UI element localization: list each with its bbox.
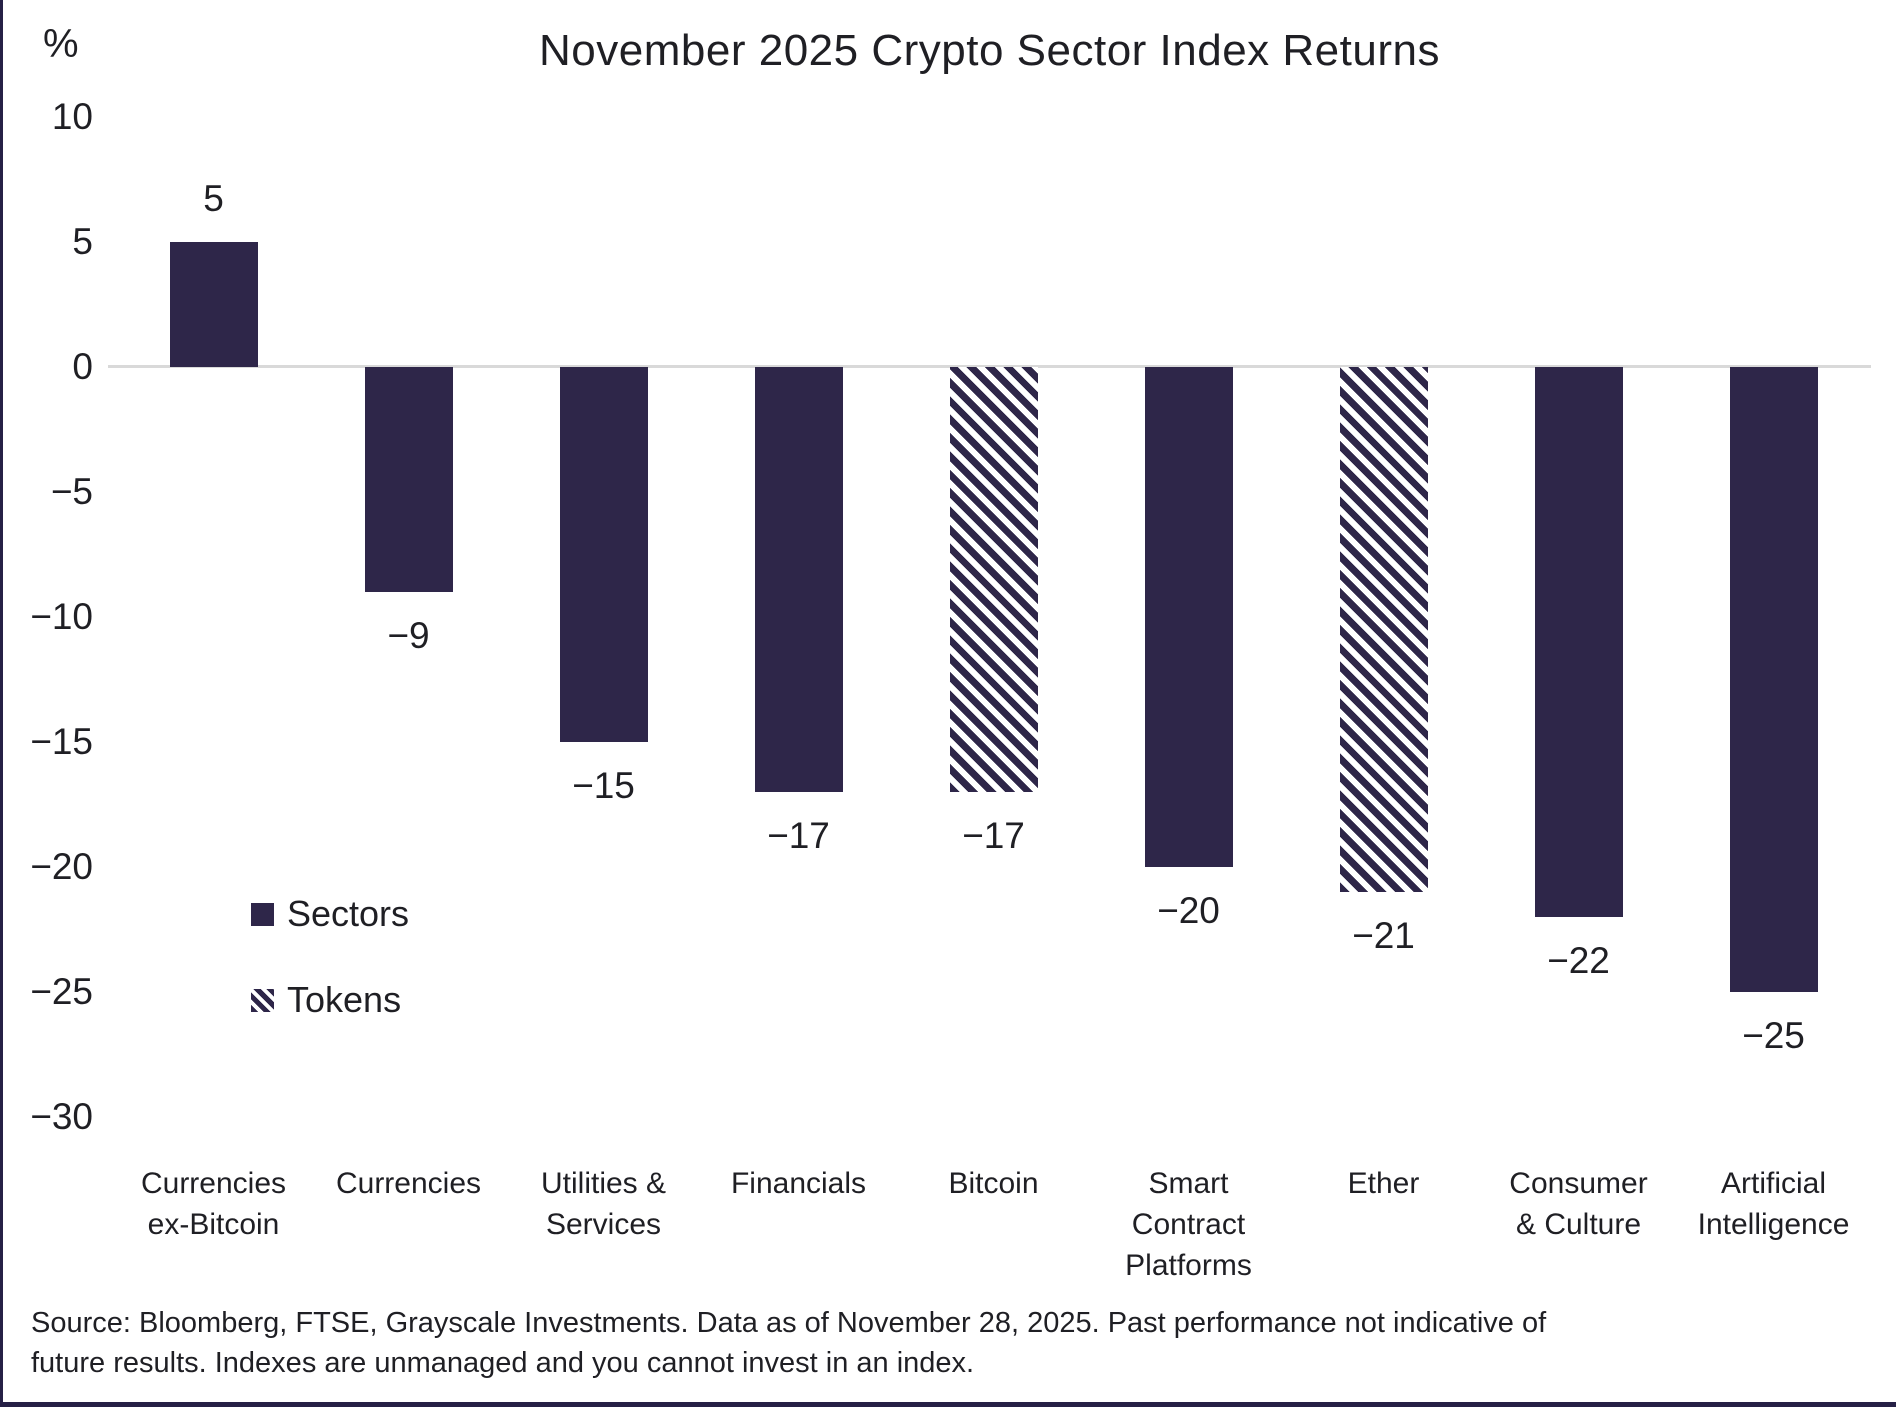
bar-token bbox=[1339, 367, 1428, 892]
bar-sector bbox=[1729, 367, 1818, 992]
y-tick-label: 5 bbox=[72, 221, 93, 262]
bar-sector bbox=[1534, 367, 1623, 917]
category-label: Smart Contract Platforms bbox=[1125, 1167, 1252, 1282]
bar-value-label: −21 bbox=[1352, 915, 1415, 956]
bar-value-label: −17 bbox=[767, 815, 830, 856]
bar-value-label: −25 bbox=[1742, 1015, 1805, 1056]
bar-token bbox=[949, 367, 1038, 792]
tokens-hatched-swatch-icon bbox=[251, 988, 274, 1012]
bar-value-label: −15 bbox=[572, 765, 635, 806]
category-label: Artificial Intelligence bbox=[1697, 1167, 1850, 1241]
legend-item-sectors: Sectors bbox=[251, 893, 409, 935]
legend-label-sectors: Sectors bbox=[287, 893, 410, 934]
category-label: Bitcoin bbox=[948, 1167, 1039, 1200]
bar-sector bbox=[754, 367, 843, 792]
bar-value-label: −20 bbox=[1157, 890, 1220, 931]
y-tick-label: −5 bbox=[50, 471, 93, 512]
bar-value-label: −9 bbox=[387, 615, 430, 656]
zero-baseline bbox=[108, 365, 1871, 368]
chart-title: November 2025 Crypto Sector Index Return… bbox=[539, 26, 1440, 75]
category-label: Utilities & Services bbox=[540, 1167, 667, 1241]
bar-sector bbox=[364, 367, 453, 592]
bar-sector bbox=[169, 242, 258, 367]
y-tick-label: −20 bbox=[30, 846, 93, 887]
bar-value-label: −22 bbox=[1547, 940, 1610, 981]
y-tick-label: 10 bbox=[51, 96, 93, 137]
bar-value-label: 5 bbox=[203, 178, 224, 219]
category-label: Consumer & Culture bbox=[1509, 1167, 1648, 1241]
y-tick-label: 0 bbox=[72, 346, 93, 387]
y-tick-label: −30 bbox=[30, 1096, 93, 1137]
y-tick-label: −10 bbox=[30, 596, 93, 637]
source-note: Source: Bloomberg, FTSE, Grayscale Inves… bbox=[31, 1307, 1547, 1379]
y-axis-unit-label: % bbox=[43, 22, 79, 66]
legend: Sectors Tokens bbox=[251, 893, 409, 1065]
category-label: Currencies bbox=[335, 1167, 482, 1200]
sectors-solid-swatch-icon bbox=[251, 902, 274, 926]
bar-value-label: −17 bbox=[962, 815, 1025, 856]
y-tick-label: −15 bbox=[30, 721, 93, 762]
legend-item-tokens: Tokens bbox=[251, 979, 409, 1021]
category-label: Ether bbox=[1347, 1167, 1420, 1200]
legend-label-tokens: Tokens bbox=[287, 979, 402, 1020]
category-label: Currencies ex-Bitcoin bbox=[140, 1167, 287, 1241]
y-tick-label: −25 bbox=[30, 971, 93, 1012]
bar-sector bbox=[1144, 367, 1233, 867]
bar-sector bbox=[559, 367, 648, 742]
category-label: Financials bbox=[730, 1167, 867, 1200]
